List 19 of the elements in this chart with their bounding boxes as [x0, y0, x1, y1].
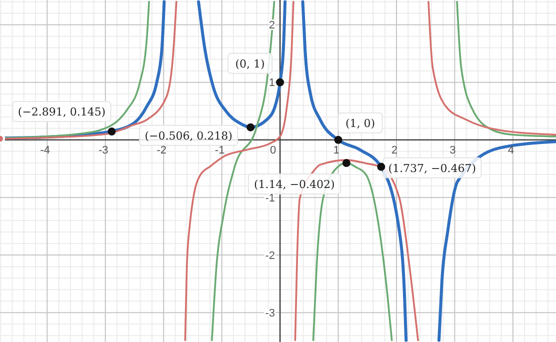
y-tick-label: -2 — [265, 250, 276, 262]
x-tick-label: -3 — [98, 144, 108, 157]
annotation: (1.737, −0.467) — [388, 162, 476, 175]
x-tick-label: 1 — [333, 144, 340, 157]
x-tick-label: -1 — [214, 144, 225, 157]
annotation: (1, 0) — [345, 116, 376, 130]
annotation: (−0.506, 0.218) — [144, 129, 232, 142]
x-tick-label: 2 — [391, 144, 398, 157]
annotation: (0, 1) — [235, 57, 265, 70]
y-tick-label: -1 — [265, 192, 276, 204]
x-tick-label: 0 — [270, 144, 276, 157]
annotation: (1.14, −0.402) — [254, 178, 335, 192]
y-tick-label: -3 — [265, 308, 276, 320]
x-tick-label: -4 — [40, 144, 50, 157]
x-tick-label: 3 — [450, 144, 456, 157]
annotation: (−2.891, 0.145) — [18, 106, 106, 119]
x-tick-label: 4 — [508, 144, 514, 157]
y-tick-label: 1 — [268, 77, 276, 90]
x-tick-label: -2 — [156, 144, 166, 157]
